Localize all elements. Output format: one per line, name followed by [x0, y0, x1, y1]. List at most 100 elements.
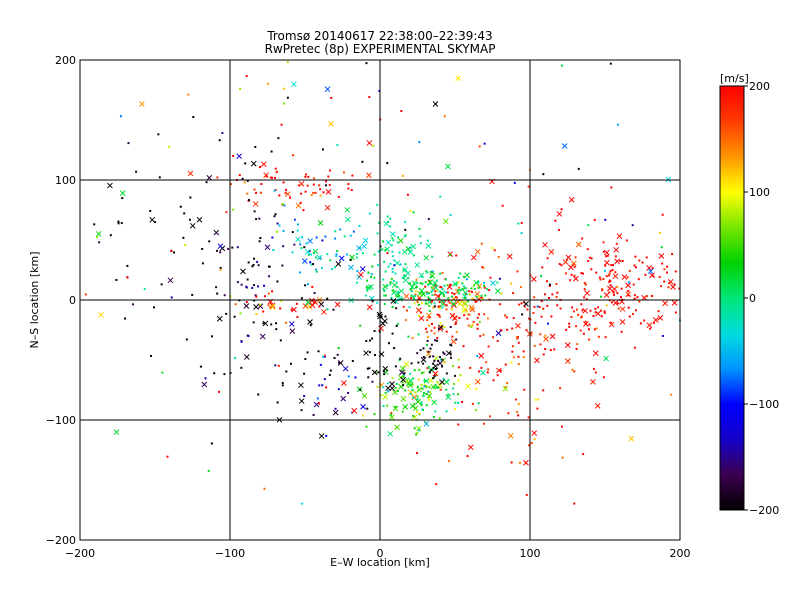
data-point: [439, 379, 445, 386]
data-point: [274, 167, 277, 170]
data-point: [403, 235, 406, 238]
data-point: [616, 302, 619, 305]
data-point: [661, 334, 664, 337]
data-point: [593, 328, 596, 331]
data-point: [427, 336, 430, 339]
data-point: [448, 460, 451, 463]
data-point: [646, 295, 649, 298]
data-point: [246, 278, 249, 281]
data-point: [660, 285, 663, 288]
data-point: [390, 277, 393, 280]
data-point: [424, 327, 427, 330]
data-point: [606, 254, 609, 257]
data-point: [270, 150, 273, 153]
data-point: [582, 307, 589, 314]
data-point: [355, 256, 358, 259]
data-point: [337, 360, 344, 366]
data-point: [434, 284, 437, 287]
data-point: [368, 351, 371, 354]
data-point: [223, 294, 226, 297]
data-point: [455, 330, 458, 333]
data-point: [478, 352, 485, 359]
data-point: [571, 306, 574, 309]
data-point: [383, 302, 386, 305]
data-point: [383, 294, 386, 297]
data-point: [263, 295, 266, 298]
data-point: [515, 322, 521, 329]
data-point: [382, 365, 389, 372]
data-point: [274, 213, 277, 216]
data-point: [517, 355, 520, 358]
data-point: [436, 337, 439, 340]
data-point: [392, 405, 399, 412]
data-point: [280, 299, 283, 302]
data-point: [300, 297, 303, 300]
data-point: [461, 282, 464, 285]
data-point: [276, 230, 279, 233]
data-point: [390, 244, 393, 247]
data-point: [416, 452, 419, 455]
data-point: [413, 294, 416, 297]
data-point: [564, 358, 571, 364]
data-point: [429, 270, 432, 273]
data-point: [418, 141, 421, 144]
data-point: [607, 285, 613, 292]
data-point: [336, 353, 339, 356]
data-point: [438, 417, 441, 420]
data-point: [616, 292, 619, 295]
data-point: [433, 386, 436, 389]
data-point: [289, 328, 296, 335]
data-point: [627, 281, 630, 284]
data-point: [260, 161, 267, 168]
data-point: [433, 284, 439, 291]
chart-title: Tromsø 20140617 22:38:00–22:39:43: [267, 29, 493, 43]
data-point: [445, 330, 448, 333]
data-point: [457, 366, 460, 369]
data-point: [410, 362, 413, 365]
data-point: [247, 335, 250, 338]
data-point: [310, 194, 313, 197]
data-point: [329, 369, 332, 372]
data-point: [544, 347, 547, 350]
data-point: [382, 394, 388, 400]
data-point: [371, 380, 374, 383]
data-point: [325, 180, 328, 183]
data-point: [457, 276, 460, 279]
data-point: [442, 218, 449, 225]
data-point: [414, 293, 417, 296]
data-point: [459, 289, 462, 292]
data-point: [501, 204, 504, 207]
data-point: [442, 351, 445, 354]
y-tick-label: −100: [46, 414, 76, 427]
data-point: [425, 330, 428, 333]
data-point: [437, 386, 440, 389]
data-point: [482, 266, 485, 269]
data-point: [389, 385, 395, 392]
data-point: [628, 269, 631, 272]
data-point: [410, 243, 417, 250]
data-point: [427, 398, 430, 401]
data-point: [342, 365, 349, 372]
data-point: [502, 385, 509, 392]
data-point: [240, 268, 246, 275]
data-point: [496, 281, 499, 284]
data-point: [152, 306, 155, 309]
data-point: [487, 345, 490, 348]
data-point: [468, 290, 471, 293]
data-point: [131, 303, 134, 306]
data-point: [550, 315, 553, 318]
data-point: [447, 379, 450, 382]
data-point: [449, 352, 452, 355]
data-point: [627, 306, 630, 309]
data-point: [603, 292, 610, 298]
data-point: [326, 308, 329, 311]
data-point: [420, 384, 423, 387]
data-point: [612, 300, 619, 306]
data-point: [632, 313, 635, 316]
data-point: [410, 294, 413, 297]
data-point: [389, 231, 396, 237]
data-point: [289, 362, 292, 365]
data-point: [189, 196, 192, 199]
data-point: [387, 390, 390, 393]
data-point: [321, 148, 324, 151]
